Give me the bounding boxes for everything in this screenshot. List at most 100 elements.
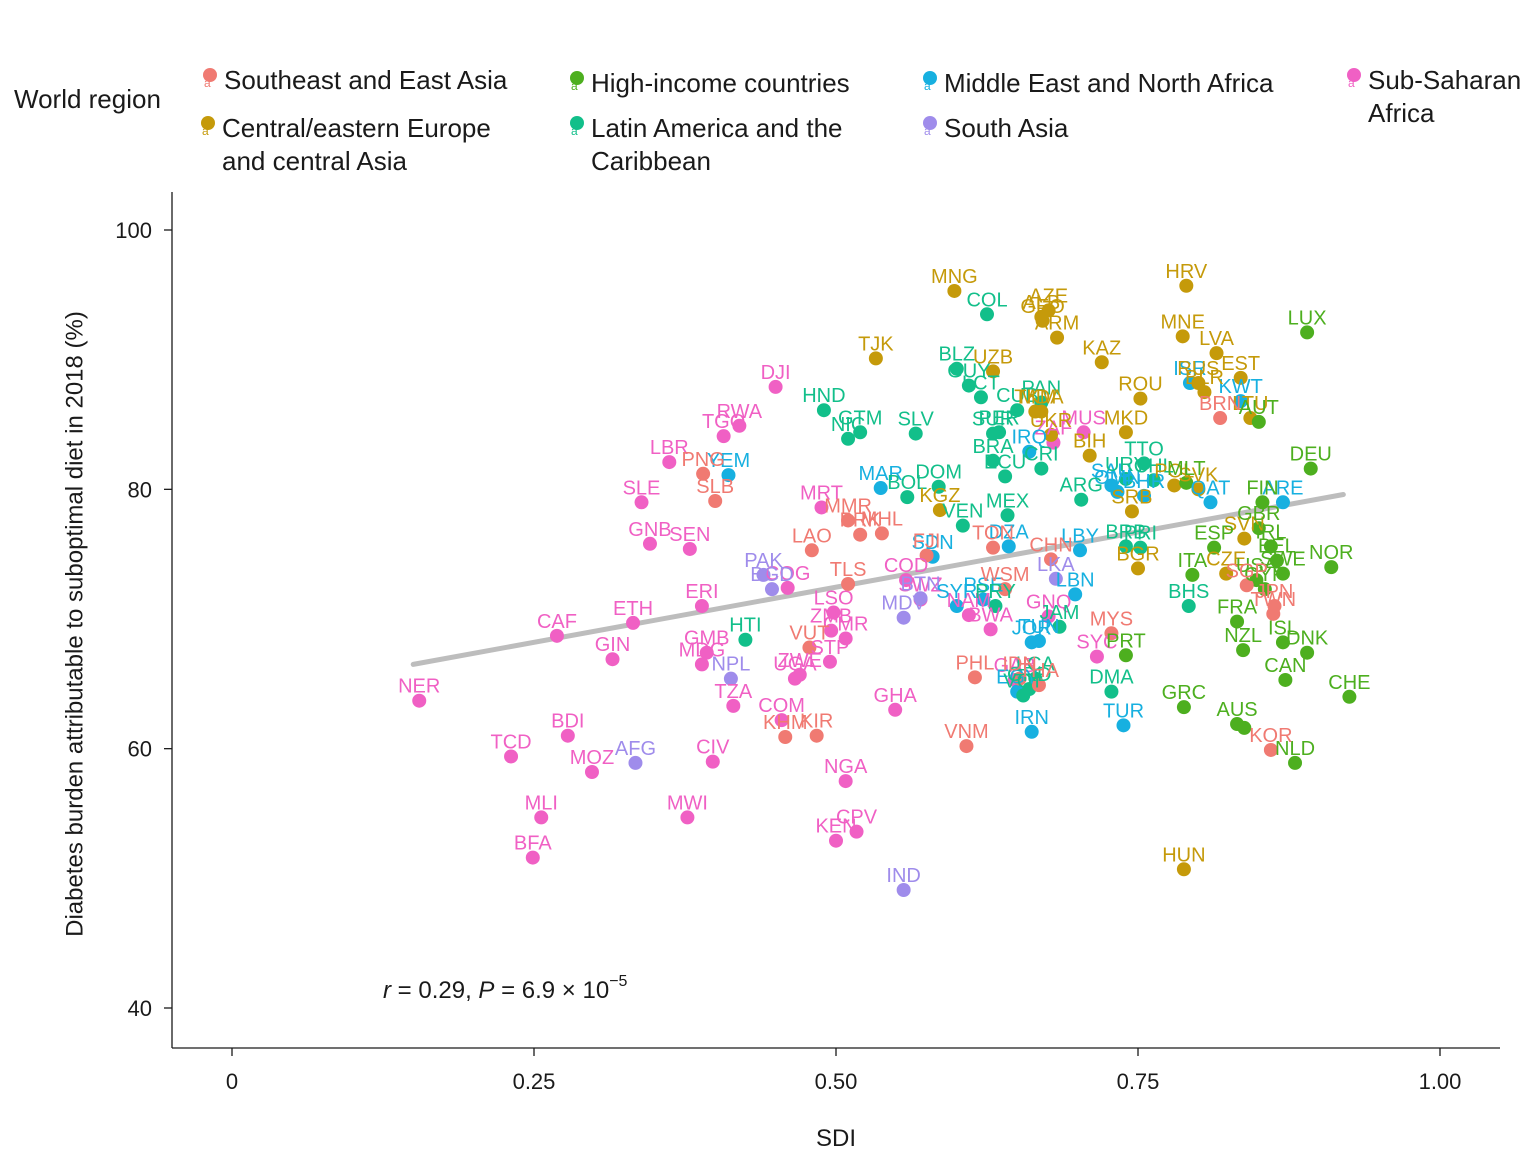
label-ton: TON — [972, 523, 1014, 545]
label-chl: CHL — [1134, 455, 1174, 477]
label-fin: FIN — [1246, 477, 1278, 499]
point-sau — [1104, 478, 1119, 493]
label-cod: COD — [884, 555, 928, 577]
label-brb: BRB — [1105, 521, 1146, 543]
label-yem: YEM — [707, 450, 750, 472]
label-vct: VCT — [1003, 671, 1043, 693]
label-chn: CHN — [1029, 534, 1072, 556]
point-prt — [1118, 648, 1133, 663]
point-cog — [780, 580, 795, 595]
point-lby — [1073, 543, 1088, 558]
point-kgz — [932, 503, 947, 518]
point-sur — [986, 426, 1001, 441]
label-mng: MNG — [931, 266, 978, 288]
point-est — [1233, 370, 1248, 385]
label-cpv: CPV — [836, 807, 878, 829]
legend-label: Latin America and the Caribbean — [591, 113, 843, 176]
label-lao: LAO — [792, 525, 832, 547]
point-blr — [1197, 385, 1212, 400]
label-isl: ISL — [1268, 617, 1298, 639]
point-svk — [1191, 482, 1206, 497]
point-alb — [1034, 309, 1049, 324]
label-irq: IRQ — [1011, 427, 1047, 449]
legend-glyph: a — [202, 124, 209, 138]
legend-dot — [923, 71, 937, 85]
label-egy: EGY — [996, 667, 1038, 689]
legend-item-lac: a Latin America and the Caribbean — [570, 112, 843, 178]
label-rus: RUS — [1177, 358, 1219, 380]
label-com: COM — [758, 695, 805, 717]
label-tls: TLS — [830, 559, 867, 581]
legend-glyph: a — [924, 79, 931, 93]
legend-dot — [923, 116, 937, 130]
point-ury — [1118, 471, 1133, 486]
point-aut — [1251, 414, 1266, 429]
label-blz: BLZ — [938, 344, 975, 366]
legend-label: Central/eastern Europe and central Asia — [222, 113, 491, 176]
label-kor: KOR — [1249, 725, 1292, 747]
label-phl: PHL — [955, 652, 994, 674]
point-syc — [1089, 649, 1104, 664]
point-eth — [626, 615, 641, 630]
label-slb: SLB — [696, 476, 734, 498]
label-moz: MOZ — [570, 747, 614, 769]
legend-item-mena: a Middle East and North Africa — [923, 67, 1274, 100]
label-can: CAN — [1264, 655, 1306, 677]
trend-line-group — [410, 492, 1346, 667]
point-kaz — [1094, 355, 1109, 370]
point-ken — [829, 833, 843, 848]
label-dma: DMA — [1089, 667, 1134, 689]
label-nic: NIC — [831, 414, 865, 436]
point-ven — [955, 518, 970, 533]
point-dom — [931, 479, 946, 494]
label-nor: NOR — [1309, 542, 1353, 564]
point-fin — [1255, 495, 1270, 510]
legend-label: Southeast and East Asia — [224, 65, 508, 95]
label-mli: MLI — [525, 792, 558, 814]
point-bel — [1269, 553, 1284, 568]
label-est: EST — [1221, 353, 1260, 375]
point-grc — [1176, 700, 1191, 715]
point-cpv — [849, 824, 864, 839]
point-mex — [1000, 508, 1015, 523]
point-col — [980, 307, 994, 322]
point-mli — [534, 810, 549, 825]
point-arg — [1074, 492, 1089, 507]
legend-dot — [201, 116, 215, 130]
point-mne — [1175, 329, 1190, 344]
point-lka — [1048, 571, 1063, 586]
point-tur — [1116, 718, 1131, 733]
label-mar: MAR — [858, 463, 902, 485]
point-arm — [1050, 330, 1065, 345]
legend-key-lac: a — [569, 116, 585, 142]
trend-line — [410, 492, 1346, 667]
point-mda — [1034, 404, 1049, 419]
legend-item-hic: a High-income countries — [570, 67, 850, 100]
label-lux: LUX — [1288, 307, 1327, 329]
legend-glyph: a — [924, 124, 931, 138]
point-tjk — [868, 351, 883, 366]
p-exponent: −5 — [609, 973, 627, 990]
label-khm: KHM — [763, 712, 807, 734]
label-gab: GAB — [994, 655, 1036, 677]
legend-key-hic: a — [569, 71, 585, 97]
label-bdi: BDI — [551, 711, 584, 733]
label-ury: URY — [1105, 454, 1147, 476]
point-afg — [628, 755, 643, 770]
label-mrt: MRT — [800, 482, 843, 504]
label-mne: MNE — [1160, 311, 1204, 333]
point-qat — [1203, 495, 1218, 510]
label-jpn: JPN — [1256, 581, 1294, 603]
point-gmb — [699, 645, 714, 660]
label-sur: SUR — [972, 409, 1014, 431]
legend-label: Middle East and North Africa — [944, 68, 1274, 98]
axes: 40 60 80 100 0 0.25 0.50 0.75 1.00 — [115, 192, 1500, 1094]
label-cmr: CMR — [823, 613, 869, 635]
label-nzl: NZL — [1224, 625, 1262, 647]
legend-item-sea: a Southeast and East Asia — [203, 64, 508, 97]
point-mng — [947, 283, 962, 298]
legend-glyph: a — [204, 76, 211, 90]
point-tha — [1031, 678, 1046, 693]
label-hnd: HND — [802, 385, 845, 407]
label-ecu: ECU — [984, 451, 1026, 473]
